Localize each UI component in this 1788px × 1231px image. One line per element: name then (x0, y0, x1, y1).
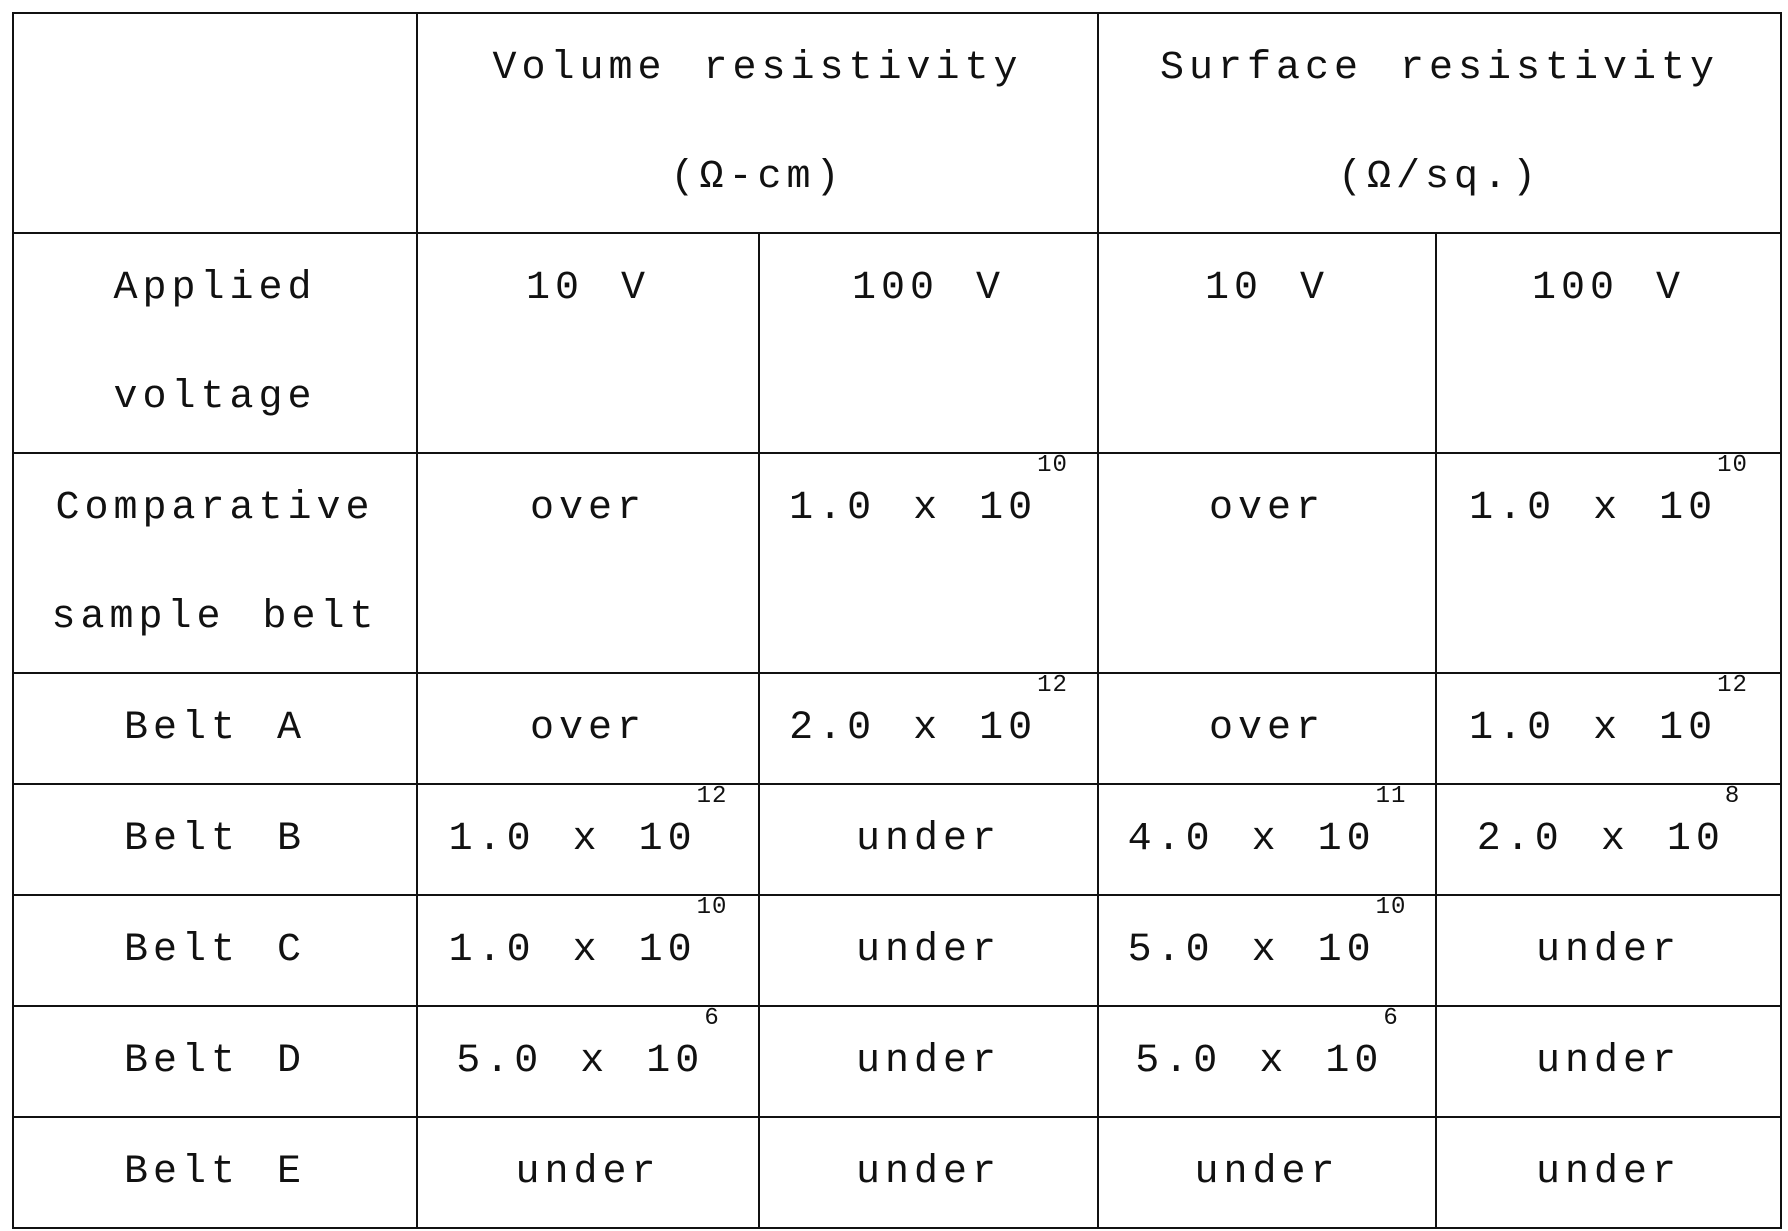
value-cell-scientific: 1.0 x 1010 (759, 453, 1098, 673)
applied-voltage-label-line2: voltage (14, 343, 416, 452)
value-cell-scientific: 2.0 x 108 (1436, 784, 1781, 895)
value-mantissa: 5.0 x 10 (1135, 1039, 1383, 1084)
value-cell-scientific: 1.0 x 1010 (417, 895, 759, 1006)
value-cell: under (759, 895, 1098, 1006)
resistivity-table: Volume resistivity (Ω-cm) Surface resist… (12, 12, 1782, 1229)
applied-voltage-label: Applied voltage (13, 233, 417, 453)
value-exponent: 10 (1037, 453, 1068, 479)
value-cell: under (1436, 1117, 1781, 1228)
value-cell-scientific: 1.0 x 1012 (1436, 673, 1781, 784)
belt-label: Belt D (13, 1006, 417, 1117)
surface-resistivity-header: Surface resistivity (Ω/sq.) (1098, 13, 1781, 233)
volume-resistivity-title: Volume resistivity (418, 14, 1097, 123)
value-mantissa: 1.0 x 10 (1469, 706, 1717, 751)
comparative-sample-row: Comparative sample belt over1.0 x 1010ov… (13, 453, 1781, 673)
belt-label: Belt A (13, 673, 417, 784)
value-exponent: 10 (1717, 453, 1748, 479)
value-cell: under (1436, 1006, 1781, 1117)
surface-resistivity-title: Surface resistivity (1099, 14, 1780, 123)
value-mantissa: 2.0 x 10 (789, 706, 1037, 751)
value-cell-scientific: 2.0 x 1012 (759, 673, 1098, 784)
applied-voltage-row: Applied voltage 10 V 100 V 10 V 100 V (13, 233, 1781, 453)
belt-row: Belt B1.0 x 1012under4.0 x 10112.0 x 108 (13, 784, 1781, 895)
belt-row: Belt Eunderunderunderunder (13, 1117, 1781, 1228)
voltage-cell-volume-100v: 100 V (759, 233, 1098, 453)
value-cell: over (417, 453, 759, 673)
value-cell: under (759, 1117, 1098, 1228)
value-mantissa: 4.0 x 10 (1128, 817, 1376, 862)
corner-cell (13, 13, 417, 233)
value-exponent: 12 (697, 784, 728, 810)
value-cell-scientific: 1.0 x 1010 (1436, 453, 1781, 673)
value-cell: under (759, 784, 1098, 895)
value-mantissa: 5.0 x 10 (1128, 928, 1376, 973)
table-body: Volume resistivity (Ω-cm) Surface resist… (13, 13, 1781, 1228)
comparative-sample-label: Comparative sample belt (13, 453, 417, 673)
belt-row: Belt D5.0 x 106under5.0 x 106under (13, 1006, 1781, 1117)
value-exponent: 6 (1383, 1006, 1398, 1032)
value-mantissa: 1.0 x 10 (449, 928, 697, 973)
value-mantissa: 1.0 x 10 (1469, 486, 1717, 531)
belt-label: Belt E (13, 1117, 417, 1228)
value-exponent: 10 (1376, 895, 1407, 921)
value-exponent: 8 (1725, 784, 1740, 810)
value-cell-scientific: 4.0 x 1011 (1098, 784, 1436, 895)
value-cell: over (417, 673, 759, 784)
value-exponent: 12 (1717, 673, 1748, 699)
volume-resistivity-unit: (Ω-cm) (418, 123, 1097, 232)
volume-resistivity-header: Volume resistivity (Ω-cm) (417, 13, 1098, 233)
value-cell: under (1098, 1117, 1436, 1228)
value-mantissa: 1.0 x 10 (449, 817, 697, 862)
value-mantissa: 1.0 x 10 (789, 486, 1037, 531)
value-exponent: 12 (1037, 673, 1068, 699)
value-cell: over (1098, 453, 1436, 673)
value-cell-scientific: 5.0 x 106 (417, 1006, 759, 1117)
belt-label: Belt B (13, 784, 417, 895)
voltage-cell-surface-100v: 100 V (1436, 233, 1781, 453)
surface-resistivity-unit: (Ω/sq.) (1099, 123, 1780, 232)
belt-label: Belt C (13, 895, 417, 1006)
value-cell: over (1098, 673, 1436, 784)
voltage-cell-surface-10v: 10 V (1098, 233, 1436, 453)
belt-row: Belt Aover2.0 x 1012over1.0 x 1012 (13, 673, 1781, 784)
value-exponent: 10 (697, 895, 728, 921)
value-cell: under (417, 1117, 759, 1228)
value-mantissa: 2.0 x 10 (1477, 817, 1725, 862)
voltage-cell-volume-10v: 10 V (417, 233, 759, 453)
value-cell-scientific: 1.0 x 1012 (417, 784, 759, 895)
value-cell: under (1436, 895, 1781, 1006)
applied-voltage-label-line1: Applied (14, 234, 416, 343)
value-cell: under (759, 1006, 1098, 1117)
value-exponent: 6 (704, 1006, 719, 1032)
value-cell-scientific: 5.0 x 106 (1098, 1006, 1436, 1117)
comparative-sample-label-line1: Comparative (14, 454, 416, 563)
value-cell-scientific: 5.0 x 1010 (1098, 895, 1436, 1006)
comparative-sample-label-line2: sample belt (14, 563, 416, 672)
value-exponent: 11 (1376, 784, 1407, 810)
belt-row: Belt C1.0 x 1010under5.0 x 1010under (13, 895, 1781, 1006)
header-row: Volume resistivity (Ω-cm) Surface resist… (13, 13, 1781, 233)
value-mantissa: 5.0 x 10 (456, 1039, 704, 1084)
